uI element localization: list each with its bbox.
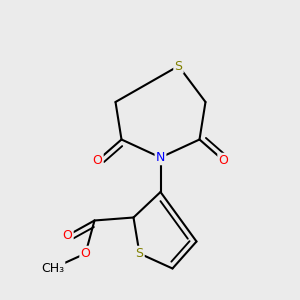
Text: S: S [175, 59, 182, 73]
Text: O: O [93, 154, 102, 167]
Text: S: S [136, 247, 143, 260]
Text: O: O [63, 229, 72, 242]
Text: O: O [219, 154, 228, 167]
Text: N: N [156, 151, 165, 164]
Text: O: O [81, 247, 90, 260]
Text: CH₃: CH₃ [41, 262, 64, 275]
